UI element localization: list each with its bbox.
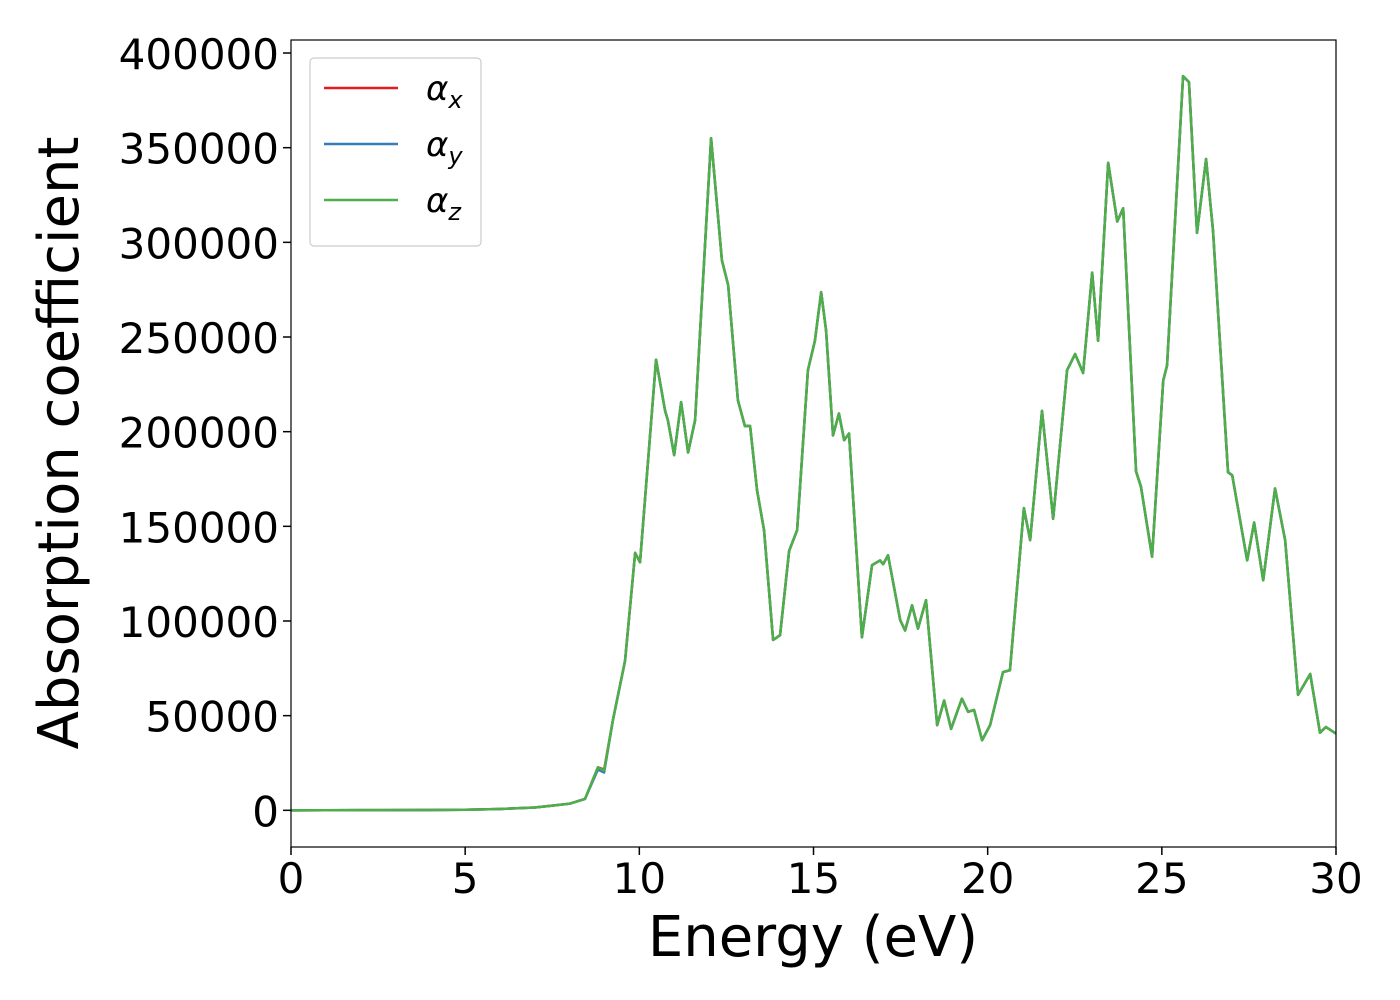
y-axis-label: Absorption coefficient (27, 137, 92, 750)
legend-label: αx (426, 69, 463, 114)
x-tick-label: 15 (787, 854, 840, 903)
y-tick-label: 0 (252, 787, 279, 836)
x-tick-label: 25 (1135, 854, 1188, 903)
y-tick-label: 200000 (119, 409, 279, 458)
y-tick-label: 100000 (119, 598, 279, 647)
y-tick-label: 50000 (145, 693, 279, 742)
x-tick-label: 0 (278, 854, 305, 903)
y-tick-label: 350000 (119, 125, 279, 174)
x-tick-label: 20 (961, 854, 1014, 903)
y-tick-label: 250000 (119, 314, 279, 363)
x-axis-label: Energy (eV) (648, 905, 978, 970)
plot-frame (290, 39, 1337, 848)
legend-label: αy (426, 125, 463, 170)
x-tick-label: 30 (1309, 854, 1362, 903)
x-tick-label: 5 (452, 854, 479, 903)
series-line (291, 74, 1336, 812)
y-tick-label: 400000 (119, 30, 279, 79)
legend-label: αz (426, 181, 462, 226)
x-tick-label: 10 (613, 854, 666, 903)
y-tick-label: 300000 (119, 219, 279, 268)
y-tick-label: 150000 (119, 503, 279, 552)
